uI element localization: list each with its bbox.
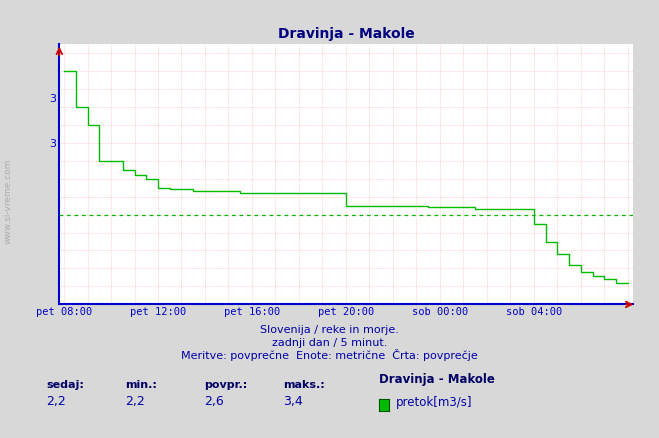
Text: maks.:: maks.: [283, 380, 325, 390]
Text: Slovenija / reke in morje.: Slovenija / reke in morje. [260, 325, 399, 335]
Text: 2,2: 2,2 [46, 395, 66, 408]
Text: www.si-vreme.com: www.si-vreme.com [3, 159, 13, 244]
Text: 3,4: 3,4 [283, 395, 303, 408]
Text: sedaj:: sedaj: [46, 380, 84, 390]
Title: Dravinja - Makole: Dravinja - Makole [277, 27, 415, 41]
Text: 2,6: 2,6 [204, 395, 224, 408]
Text: povpr.:: povpr.: [204, 380, 248, 390]
Text: 2,2: 2,2 [125, 395, 145, 408]
Text: pretok[m3/s]: pretok[m3/s] [395, 396, 472, 410]
Text: min.:: min.: [125, 380, 157, 390]
Text: Meritve: povprečne  Enote: metrične  Črta: povprečje: Meritve: povprečne Enote: metrične Črta:… [181, 349, 478, 361]
Text: Dravinja - Makole: Dravinja - Makole [379, 373, 495, 386]
Text: zadnji dan / 5 minut.: zadnji dan / 5 minut. [272, 338, 387, 348]
